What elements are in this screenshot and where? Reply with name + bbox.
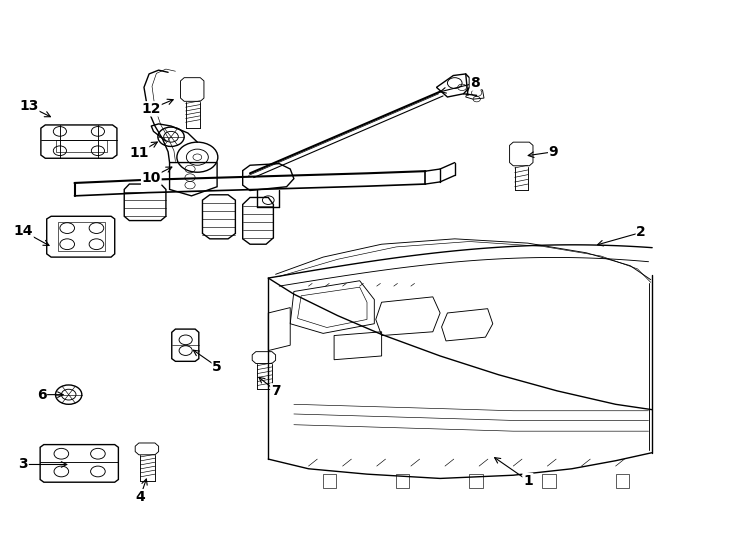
Text: 3: 3 (18, 457, 28, 471)
Text: 7: 7 (271, 384, 280, 398)
Text: 11: 11 (129, 146, 148, 160)
Text: 14: 14 (13, 224, 33, 238)
Text: 8: 8 (470, 76, 480, 90)
Text: 5: 5 (212, 360, 222, 374)
Text: 10: 10 (142, 171, 161, 185)
Text: 6: 6 (37, 388, 46, 402)
Text: 13: 13 (20, 99, 39, 113)
Text: 4: 4 (136, 490, 145, 504)
Text: 9: 9 (548, 145, 559, 159)
Text: 12: 12 (142, 102, 161, 116)
Text: 2: 2 (636, 225, 646, 239)
Text: 1: 1 (523, 474, 533, 488)
